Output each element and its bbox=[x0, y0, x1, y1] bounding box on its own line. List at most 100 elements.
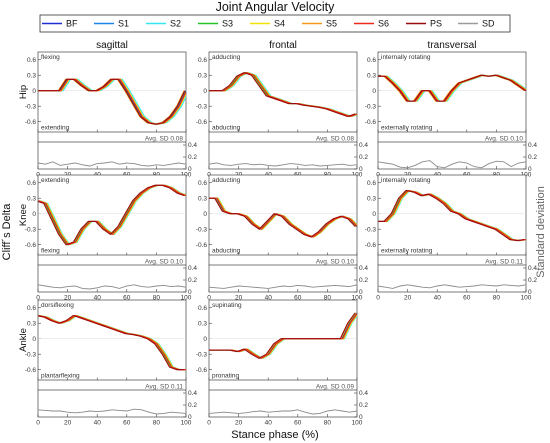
panel-top-label: internally rotating bbox=[381, 177, 431, 184]
panel-top-label: adducting bbox=[212, 177, 241, 184]
legend-label: S1 bbox=[118, 19, 129, 29]
sd-tick-label: 0.2 bbox=[359, 402, 368, 409]
sd-tick-label: 0.2 bbox=[188, 154, 197, 161]
column-title: transversal bbox=[428, 40, 477, 51]
x-tick-label: 0 bbox=[207, 420, 211, 427]
sd-tick-label: 0.2 bbox=[359, 277, 368, 284]
sd-tick-label: 0.4 bbox=[188, 265, 197, 272]
y-axis-label: Cliff´s Delta bbox=[1, 203, 13, 261]
y-tick-label: -0.6 bbox=[25, 119, 37, 126]
series-line-ps bbox=[378, 189, 525, 242]
x-tick-label: 80 bbox=[153, 420, 161, 427]
y-tick-label: 0.6 bbox=[27, 305, 36, 312]
panel-sd-text: Avg. SD 0.10 bbox=[145, 259, 184, 266]
sd-tick-label: 0 bbox=[359, 414, 363, 421]
sd-tick-label: 0.4 bbox=[528, 142, 537, 149]
panel-top-label: internally rotating bbox=[381, 54, 431, 61]
sd-frame bbox=[37, 141, 187, 170]
y-tick-label: 0 bbox=[32, 336, 36, 343]
y-tick-label: 0.6 bbox=[27, 180, 36, 187]
panel-frame bbox=[208, 174, 358, 256]
y-tick-label: 0.6 bbox=[198, 180, 207, 187]
x-tick-label: 0 bbox=[207, 295, 211, 302]
series-group bbox=[38, 78, 186, 125]
series-group bbox=[209, 312, 357, 359]
panel-top-label: supinating bbox=[212, 302, 242, 309]
panel-bottom-label: pronating bbox=[212, 373, 239, 380]
y-tick-label: -0.3 bbox=[25, 226, 37, 233]
panel-bottom-label: externally rotating bbox=[381, 125, 433, 132]
y-tick-label: 0.3 bbox=[198, 320, 207, 327]
series-group bbox=[378, 74, 526, 102]
x-tick-label: 100 bbox=[181, 295, 192, 302]
panel-top-label: adducting bbox=[212, 54, 241, 61]
y-tick-label: -0.6 bbox=[25, 242, 37, 249]
x-tick-label: 60 bbox=[123, 420, 131, 427]
y-tick-label: -0.3 bbox=[25, 103, 37, 110]
x-tick-label: 100 bbox=[352, 420, 363, 427]
panel-top-label: flexing bbox=[41, 54, 60, 61]
y-tick-label: 0.6 bbox=[367, 57, 376, 64]
chart-title: Joint Angular Velocity bbox=[216, 0, 336, 14]
x-tick-label: 100 bbox=[181, 420, 192, 427]
panel-frame bbox=[37, 174, 187, 256]
x-tick-label: 40 bbox=[94, 420, 102, 427]
sd-line bbox=[208, 284, 358, 289]
y-tick-label: 0 bbox=[203, 336, 207, 343]
sd-tick-label: 0 bbox=[188, 166, 192, 173]
series-line-s6 bbox=[209, 72, 357, 118]
series-line-ps bbox=[38, 184, 185, 246]
y-tick-label: 0 bbox=[32, 211, 36, 218]
panel-bottom-label: abducting bbox=[212, 248, 241, 255]
series-line-ps bbox=[38, 78, 186, 125]
y-tick-label: 0.3 bbox=[198, 195, 207, 202]
x-tick-label: 80 bbox=[324, 420, 332, 427]
panel-frame bbox=[208, 51, 358, 133]
panel-top-label: dorsiflexing bbox=[41, 302, 74, 309]
series-group bbox=[38, 314, 186, 371]
sd-tick-label: 0.4 bbox=[188, 390, 197, 397]
legend-label: BF bbox=[66, 19, 78, 29]
legend-label: SD bbox=[482, 19, 495, 29]
panel-bottom-label: flexing bbox=[41, 248, 60, 255]
y-tick-label: 0 bbox=[32, 88, 36, 95]
y-tick-label: 0 bbox=[203, 88, 207, 95]
series-group bbox=[209, 72, 357, 118]
x-tick-label: 20 bbox=[235, 420, 243, 427]
legend-label: S3 bbox=[222, 19, 233, 29]
legend-label: PS bbox=[430, 19, 442, 29]
panel-sd-text: Avg. SD 0.08 bbox=[316, 136, 355, 143]
sd-tick-label: 0.4 bbox=[188, 142, 197, 149]
x-tick-label: 80 bbox=[324, 295, 332, 302]
sd-tick-label: 0.2 bbox=[359, 154, 368, 161]
series-group bbox=[38, 184, 186, 246]
y-tick-label: 0 bbox=[372, 88, 376, 95]
sd-line bbox=[377, 284, 527, 289]
y-tick-label: 0.6 bbox=[198, 305, 207, 312]
sd-tick-label: 0.2 bbox=[188, 402, 197, 409]
panel-sd-text: Avg. SD 0.11 bbox=[485, 259, 523, 266]
y-tick-label: 0 bbox=[372, 211, 376, 218]
sd-tick-label: 0 bbox=[359, 166, 363, 173]
series-group bbox=[378, 189, 526, 242]
x-tick-label: 20 bbox=[64, 420, 72, 427]
series-line-ps bbox=[209, 312, 356, 359]
x-tick-label: 0 bbox=[36, 420, 40, 427]
x-tick-label: 40 bbox=[94, 295, 102, 302]
x-tick-label: 20 bbox=[235, 295, 243, 302]
y-tick-label: 0.3 bbox=[367, 195, 376, 202]
sd-frame bbox=[377, 264, 527, 293]
y-tick-label: -0.6 bbox=[25, 367, 37, 374]
series-line-ps bbox=[209, 72, 356, 118]
sd-frame bbox=[208, 264, 358, 293]
y-tick-label: -0.6 bbox=[365, 242, 377, 249]
y-tick-label: -0.3 bbox=[25, 351, 37, 358]
sd-frame bbox=[208, 389, 358, 418]
x-tick-label: 60 bbox=[294, 420, 302, 427]
x-tick-label: 60 bbox=[463, 295, 471, 302]
panel-sd-text: Avg. SD 0.10 bbox=[316, 259, 355, 266]
y-tick-label: 0.3 bbox=[27, 320, 36, 327]
legend-label: S5 bbox=[326, 19, 337, 29]
y-tick-label: 0.3 bbox=[367, 72, 376, 79]
